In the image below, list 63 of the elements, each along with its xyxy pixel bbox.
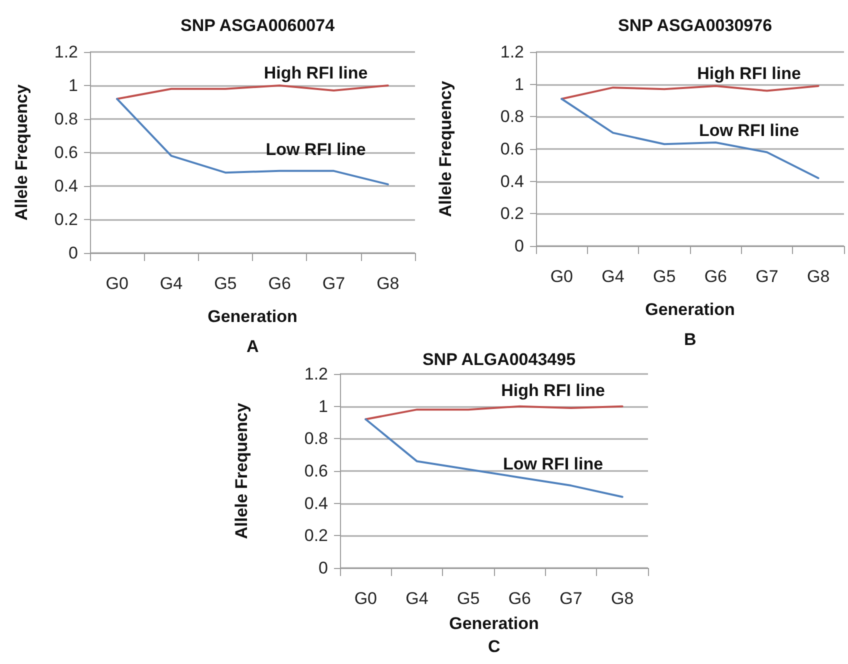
y-tick-label: 0.4 (304, 494, 328, 513)
line-series (116, 84, 389, 100)
y-tick-label: 0.2 (54, 210, 78, 229)
x-tick-label: G4 (406, 589, 428, 608)
line-series (116, 98, 389, 186)
y-tick-label: 0.8 (500, 107, 524, 126)
series-label: High RFI line (264, 64, 368, 83)
chart-title: SNP ASGA0060074 (180, 16, 336, 35)
y-tick-label: 1 (514, 74, 524, 94)
text: B (684, 330, 696, 349)
x-axis-title: Generation (449, 614, 539, 633)
y-axis-title: Allele Frequency (436, 80, 455, 218)
x-tick-label: G4 (602, 267, 624, 286)
y-tick-label: 0 (318, 558, 328, 578)
y-tick-label: 0 (514, 236, 524, 256)
y-tick-label: 0.2 (500, 204, 524, 224)
x-tick-label: G4 (160, 274, 183, 293)
x-tick-label: G0 (354, 589, 378, 608)
y-tick-label: 0.6 (500, 140, 524, 158)
x-tick-label: G6 (704, 267, 728, 286)
y-tick-label: 1.2 (304, 364, 328, 384)
text: A (246, 337, 259, 356)
x-tick-label: G7 (756, 267, 778, 286)
x-tick-label: G8 (610, 589, 634, 608)
x-tick-label: G5 (214, 274, 237, 293)
x-tick-label: G0 (550, 267, 574, 286)
y-tick-label: 1 (318, 396, 328, 416)
line-series (560, 84, 820, 100)
text: C (488, 637, 500, 656)
y-tick-label: 0.2 (304, 526, 328, 546)
y-tick-label: 1.2 (500, 42, 524, 62)
x-tick-label: G0 (106, 274, 128, 293)
x-tick-label: G7 (560, 589, 582, 608)
x-tick-label: G8 (806, 267, 830, 286)
line-series (364, 418, 624, 498)
line-series (364, 405, 624, 420)
y-tick-label: 0.6 (304, 462, 328, 480)
chart-title: SNP ASGA0030976 (618, 16, 772, 35)
y-tick-label: 1 (68, 76, 78, 95)
series-label: High RFI line (697, 64, 801, 83)
x-tick-label: G5 (456, 589, 480, 608)
x-axis-title: Generation (645, 300, 735, 319)
y-tick-label: 0.4 (500, 172, 524, 191)
x-tick-label: G6 (508, 589, 532, 608)
y-tick-label: 0.6 (54, 143, 78, 162)
series-label: High RFI line (501, 380, 605, 400)
y-axis-title: Allele Frequency (232, 402, 251, 540)
chart-title: SNP ALGA0043495 (422, 350, 576, 369)
series-label: Low RFI line (698, 121, 800, 140)
x-tick-label: G5 (652, 267, 676, 286)
x-tick-label: G8 (376, 274, 400, 293)
y-axis-title: Allele Frequency (12, 84, 31, 221)
series-label: Low RFI line (502, 454, 604, 474)
y-tick-label: 0.8 (304, 429, 328, 448)
y-tick-label: 1.2 (54, 42, 78, 62)
y-tick-label: 0 (68, 244, 78, 262)
series-label: Low RFI line (266, 140, 366, 159)
y-tick-label: 0.4 (54, 176, 78, 196)
x-tick-label: G6 (268, 274, 291, 293)
x-axis-title: Generation (208, 307, 298, 326)
line-series (560, 98, 820, 180)
x-tick-label: G7 (322, 274, 346, 293)
y-tick-label: 0.8 (54, 110, 78, 128)
